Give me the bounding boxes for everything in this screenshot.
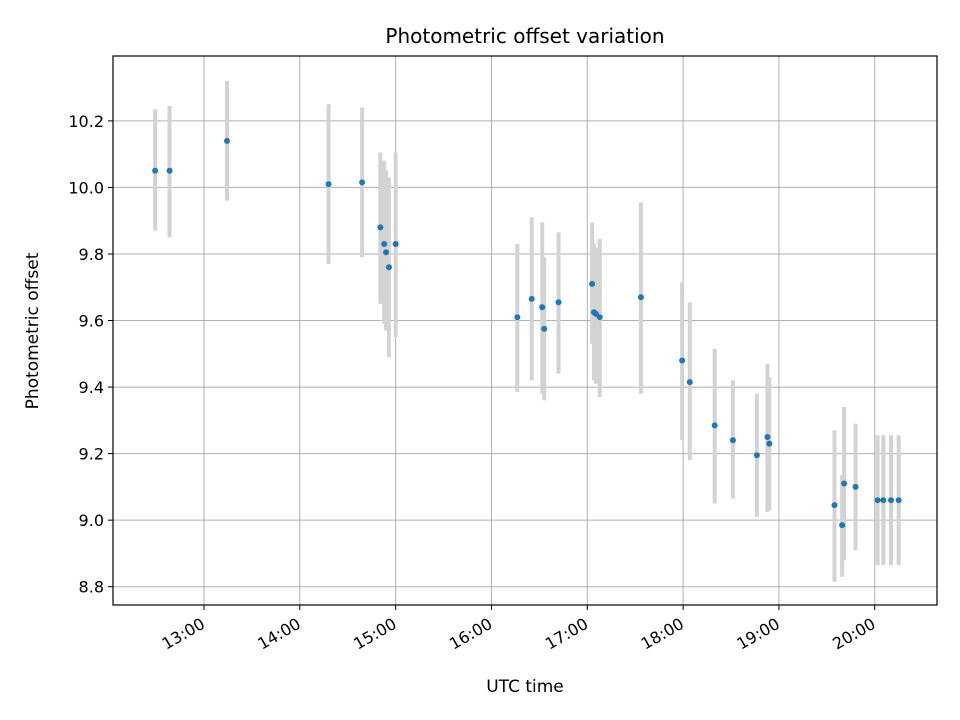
y-tick-label: 9.8 <box>79 245 104 264</box>
data-point <box>596 314 603 321</box>
y-axis-title: Photometric offset <box>23 252 43 409</box>
plot-area-frame <box>112 55 938 606</box>
data-points <box>152 137 902 529</box>
data-point <box>166 167 173 174</box>
data-point <box>514 314 521 321</box>
data-point <box>895 497 902 504</box>
y-tick-label: 9.2 <box>79 445 104 464</box>
chart-title: Photometric offset variation <box>385 24 664 48</box>
y-tick-label: 10.0 <box>68 178 104 197</box>
y-axis-ticks: 8.8 9.0 9.2 9.4 9.6 9.8 10.0 10.2 <box>68 112 113 597</box>
data-point <box>839 522 846 529</box>
data-point <box>152 167 159 174</box>
data-point <box>377 224 384 231</box>
data-point <box>888 497 895 504</box>
data-point <box>874 497 881 504</box>
data-point <box>385 264 392 271</box>
y-tick-label: 9.0 <box>79 511 104 530</box>
data-point <box>539 304 546 311</box>
data-point <box>392 240 399 247</box>
data-point <box>766 440 773 447</box>
data-point <box>686 379 693 386</box>
data-point <box>841 480 848 487</box>
data-point <box>381 240 388 247</box>
data-point <box>764 433 771 440</box>
data-point <box>224 137 231 144</box>
data-point <box>359 179 366 186</box>
y-tick-label: 10.2 <box>68 112 104 131</box>
data-point <box>679 357 686 364</box>
y-tick-label: 9.4 <box>79 378 104 397</box>
y-tick-label: 8.8 <box>79 578 104 597</box>
data-point <box>831 502 838 509</box>
x-axis-title: UTC time <box>486 677 564 697</box>
data-point <box>589 280 596 287</box>
data-point <box>880 497 887 504</box>
y-tick-label: 9.6 <box>79 312 104 331</box>
data-point <box>711 422 718 429</box>
data-point <box>729 437 736 444</box>
data-point <box>383 249 390 256</box>
data-point <box>852 483 859 490</box>
data-point <box>637 294 644 301</box>
data-point <box>753 452 760 459</box>
data-point <box>541 325 548 332</box>
data-point <box>528 295 535 302</box>
data-point <box>325 181 332 188</box>
data-point <box>555 299 562 306</box>
